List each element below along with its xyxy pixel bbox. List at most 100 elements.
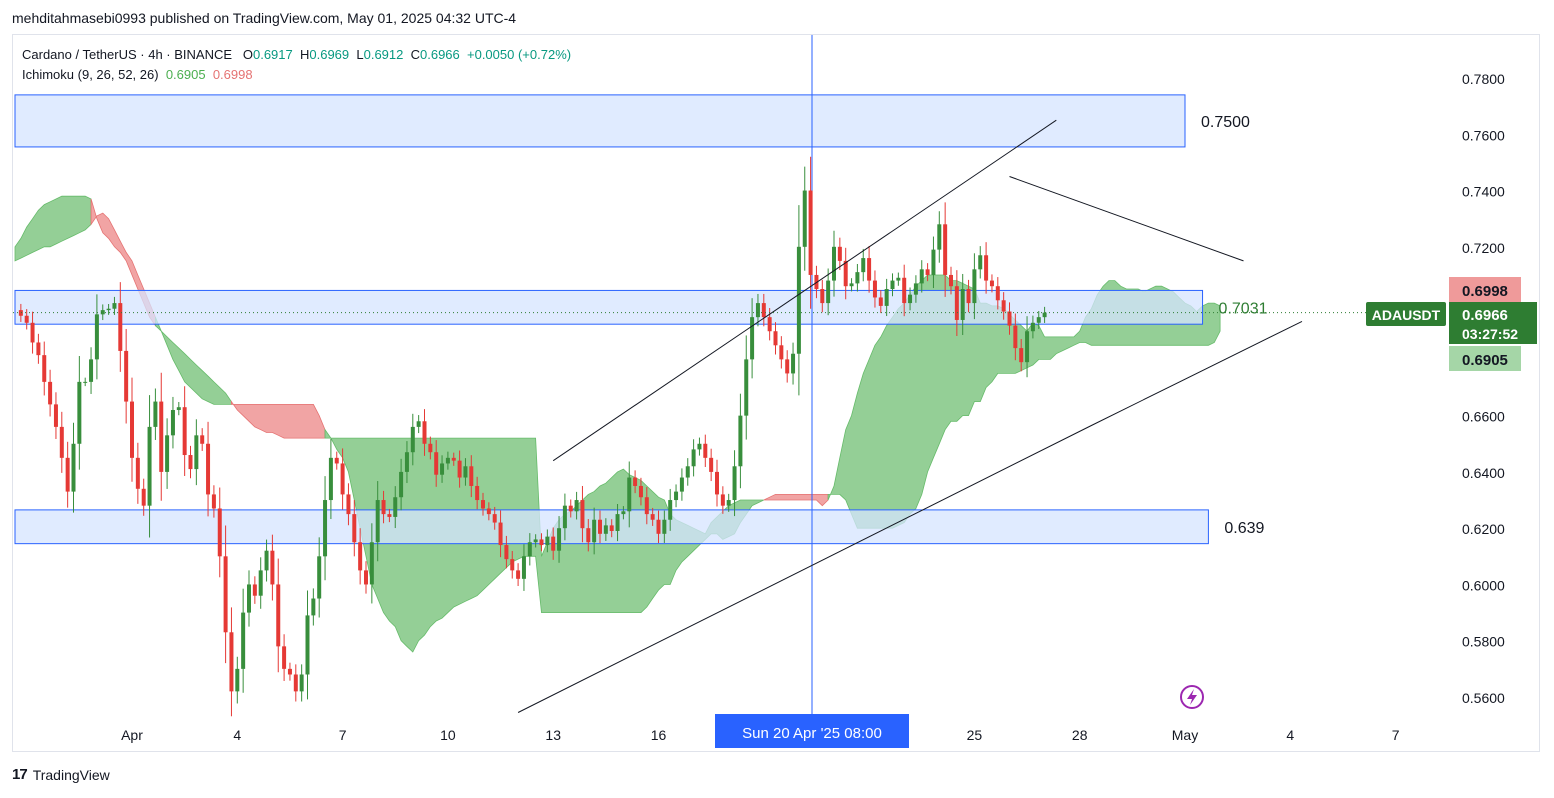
candle-body — [568, 505, 573, 512]
candle-body — [697, 443, 702, 450]
cloud-bottom-badge-text: 0.6905 — [1462, 352, 1508, 369]
legend-low-label: L — [356, 47, 364, 62]
candle-body — [252, 584, 257, 596]
candle-body — [457, 460, 462, 478]
candle-body — [422, 421, 427, 444]
chart-legend: Cardano / TetherUS · 4h · BINANCE O 0.691… — [22, 45, 571, 85]
candle-body — [1001, 300, 1006, 312]
candle-body — [276, 584, 281, 647]
candle-body — [562, 505, 567, 529]
candle-body — [779, 345, 784, 360]
candle-body — [785, 359, 790, 374]
x-tick-label: 28 — [1072, 727, 1088, 743]
y-tick-label: 0.7800 — [1462, 71, 1505, 87]
candle-body — [358, 542, 363, 571]
candle-body — [176, 407, 181, 411]
candle-body — [937, 224, 942, 250]
candle-body — [428, 443, 433, 453]
tradingview-brand: TradingView — [32, 766, 110, 783]
x-tick-label: 13 — [545, 727, 561, 743]
candle-body — [557, 528, 562, 551]
candle-body — [738, 415, 743, 467]
candle-body — [750, 317, 755, 360]
axis-badges: 0.6998 0.6966 03:27:52 0.6905 ADAUSDT — [1366, 277, 1537, 371]
candle-body — [662, 519, 667, 534]
candle-body — [849, 283, 854, 287]
candle-body — [872, 280, 877, 298]
crosshair-time-bg — [715, 714, 909, 748]
candle-body — [685, 466, 690, 478]
candle-body — [36, 342, 41, 356]
legend-open-label: O — [242, 47, 253, 62]
candle-body — [94, 314, 99, 360]
candle-body — [802, 190, 807, 247]
candle-body — [709, 457, 714, 472]
candle-body — [668, 500, 673, 520]
candle-body — [235, 668, 240, 692]
candle-body — [200, 435, 205, 444]
legend-low: 0.6912 — [363, 47, 404, 62]
candle-body — [334, 457, 339, 464]
candle-body — [638, 485, 643, 498]
candle-body — [59, 426, 64, 458]
candle-body — [908, 294, 913, 304]
candle-body — [603, 525, 608, 534]
candle-body — [703, 443, 708, 458]
candle-body — [855, 272, 860, 284]
candles — [18, 156, 1047, 717]
cloud-top-badge-text: 0.6998 — [1462, 283, 1508, 300]
zone-label-1: 0.7031 — [1219, 300, 1268, 317]
candle-body — [521, 556, 526, 579]
candle-body — [539, 539, 544, 546]
legend-indicator-value-1: 0.6905 — [165, 67, 206, 82]
tradingview-logo: 17 — [12, 766, 28, 783]
legend-high-label: H — [299, 47, 310, 62]
legend-symbol: Cardano / TetherUS · 4h · BINANCE — [22, 47, 233, 62]
candle-body — [481, 500, 485, 509]
candle-body — [954, 286, 959, 320]
candle-body — [317, 556, 322, 599]
candle-body — [170, 410, 175, 436]
cloud-bottom-badge — [1449, 346, 1521, 371]
candle-body — [533, 539, 538, 543]
candle-body — [247, 584, 251, 613]
candle-body — [621, 511, 626, 515]
candle-body — [118, 303, 123, 351]
candle-body — [475, 485, 480, 501]
candle-body — [989, 280, 994, 287]
candle-body — [1013, 325, 1018, 349]
candle-body — [1030, 322, 1035, 332]
candle-body — [492, 514, 497, 523]
candle-body — [206, 443, 211, 495]
candle-body — [364, 570, 368, 585]
candle-body — [48, 381, 53, 405]
candle-body — [609, 525, 614, 531]
candle-body — [527, 542, 532, 557]
candle-body — [1042, 312, 1047, 318]
candle-body — [896, 277, 901, 281]
candle-body — [258, 570, 263, 596]
y-tick-label: 0.6400 — [1462, 465, 1505, 481]
cloud-bearish — [231, 400, 326, 439]
flash-icon-ring — [1180, 685, 1204, 709]
candle-body — [293, 674, 298, 692]
x-tick-label: 16 — [651, 727, 667, 743]
candle-body — [890, 280, 895, 290]
candle-body — [598, 519, 602, 534]
candle-body — [761, 303, 766, 318]
legend-indicator-row: Ichimoku (9, 26, 52, 26) 0.6905 0.6998 — [22, 65, 571, 85]
candle-body — [867, 258, 872, 281]
candle-body — [943, 224, 948, 275]
candle-body — [972, 269, 977, 304]
candle-body — [1025, 331, 1030, 363]
candle-body — [416, 421, 421, 427]
y-tick-label: 0.7400 — [1462, 184, 1505, 200]
candle-body — [100, 310, 105, 315]
candle-body — [451, 457, 456, 461]
candle-body — [141, 488, 146, 506]
candle-body — [861, 258, 866, 273]
candle-body — [399, 471, 404, 498]
trendline-2 — [1009, 176, 1244, 262]
candle-body — [53, 404, 58, 427]
